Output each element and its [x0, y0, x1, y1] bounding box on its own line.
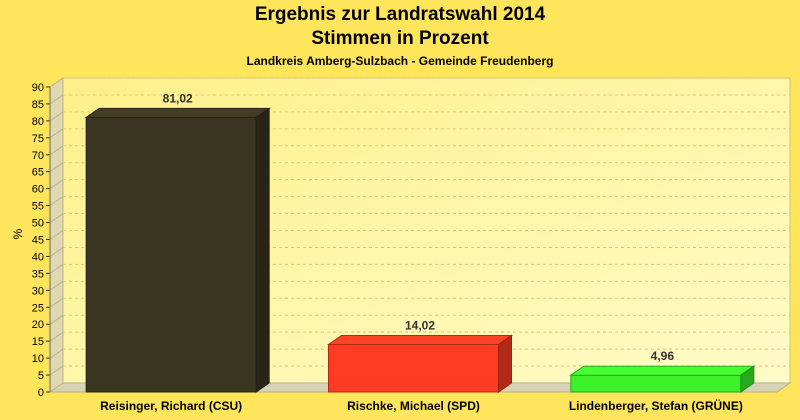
y-tick-label: 20: [32, 319, 44, 331]
y-tick-label: 55: [32, 201, 44, 213]
chart-title: Ergebnis zur Landratswahl 2014: [254, 4, 546, 25]
y-tick-label: 15: [32, 336, 44, 348]
bar-front: [85, 116, 257, 393]
x-tick-label: Lindenberger, Stefan (GRÜNE): [569, 398, 743, 413]
y-tick-label: 50: [32, 218, 44, 230]
x-tick-label: Reisinger, Richard (CSU): [100, 399, 242, 413]
chart-subtitle: Landkreis Amberg-Sulzbach - Gemeinde Fre…: [246, 54, 554, 68]
y-tick-label: 70: [32, 150, 44, 162]
grid-wall-line: [49, 280, 64, 291]
y-tick-label: 45: [32, 235, 44, 247]
grid-wall-line: [49, 365, 64, 376]
y-tick-label: 10: [32, 353, 44, 365]
y-tick-label: 5: [38, 370, 44, 382]
y-axis-label: %: [11, 228, 25, 239]
grid-wall-line: [49, 314, 64, 325]
grid-wall-line: [49, 111, 64, 122]
bar-value-label: 4,96: [651, 349, 675, 363]
y-tick-label: 85: [32, 99, 44, 111]
bar-front: [570, 374, 742, 393]
grid-wall-line: [49, 247, 64, 257]
y-tick-label: 40: [32, 251, 44, 263]
grid-wall-line: [49, 128, 64, 139]
y-tick-label: 30: [32, 285, 44, 297]
bar-side: [740, 365, 755, 393]
x-tick-label: Rischke, Michael (SPD): [347, 399, 480, 413]
grid-wall-line: [49, 263, 64, 274]
bar-top: [84, 107, 271, 118]
chart-title-line2: Stimmen in Prozent: [311, 28, 489, 49]
y-tick-label: 80: [32, 116, 44, 128]
grid-wall-line: [49, 297, 64, 308]
bar-front: [328, 343, 499, 393]
grid-wall-line: [49, 331, 64, 342]
bar-value-label: 81,02: [163, 91, 193, 105]
y-tick-label: 60: [32, 184, 44, 196]
grid-wall-line: [49, 94, 64, 105]
grid-wall-line: [49, 213, 64, 223]
grid-wall-line: [49, 179, 64, 190]
grid-wall-line: [49, 348, 64, 359]
grid-wall-line: [49, 230, 64, 240]
bar-side: [498, 334, 512, 393]
bar-side: [255, 107, 270, 393]
bar-top: [326, 334, 514, 345]
y-tick-label: 35: [32, 268, 44, 280]
y-tick-label: 25: [32, 302, 44, 314]
y-tick-label: 75: [32, 133, 44, 145]
grid-wall-line: [49, 145, 64, 156]
grid-wall-line: [49, 162, 64, 173]
y-tick-label: 90: [32, 82, 44, 94]
y-tick-label: 65: [32, 167, 44, 179]
y-tick-label: 0: [38, 387, 44, 399]
bar-top: [569, 365, 756, 376]
grid-wall-line: [49, 77, 64, 88]
bar-value-label: 14,02: [405, 318, 435, 332]
grid-wall-line: [49, 196, 64, 207]
